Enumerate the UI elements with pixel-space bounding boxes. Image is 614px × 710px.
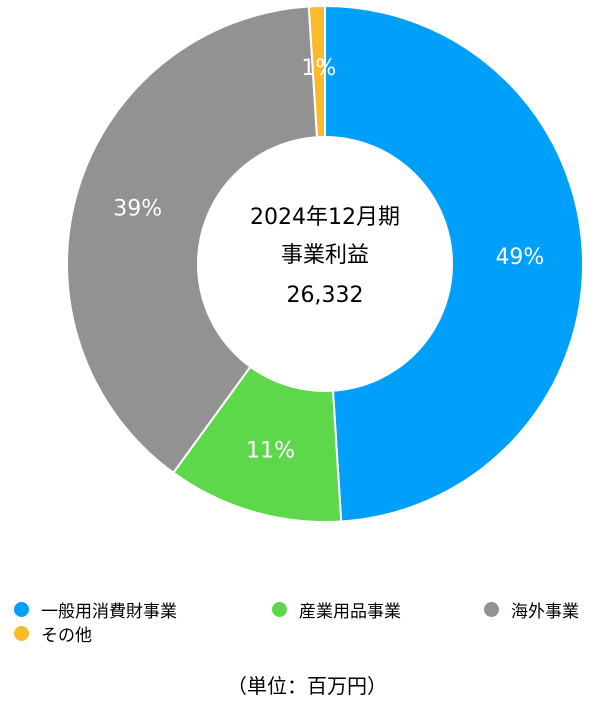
slice-label-other: 1%: [301, 56, 336, 81]
legend-dot-industrial-goods: [272, 601, 287, 617]
donut-chart: 49% 11% 39% 1% 2024年12月期 事業利益 26,332: [66, 4, 584, 523]
center-total: 26,332: [287, 283, 364, 308]
legend-item-overseas: 海外事業: [484, 597, 579, 622]
slice-consumer-goods: [324, 4, 584, 523]
slice-overseas: [66, 5, 327, 475]
slice-label-overseas: 39%: [113, 197, 162, 222]
slice-label-industrial-goods: 11%: [246, 438, 295, 463]
center-period: 2024年12月期: [250, 205, 400, 230]
legend-label-other: その他: [41, 625, 92, 646]
legend: 一般用消費財事業 産業用品事業 海外事業 その他: [14, 597, 610, 647]
legend-dot-overseas: [484, 601, 499, 617]
slice-label-consumer-goods: 49%: [495, 245, 544, 270]
legend-item-industrial-goods: 産業用品事業: [272, 597, 401, 622]
legend-item-other: その他: [14, 621, 92, 646]
center-title: 事業利益: [281, 243, 369, 268]
legend-item-consumer-goods: 一般用消費財事業: [14, 597, 177, 622]
legend-label-consumer-goods: 一般用消費財事業: [41, 601, 177, 622]
legend-label-overseas: 海外事業: [511, 601, 579, 622]
unit-note: （単位：百万円）: [227, 674, 387, 698]
legend-dot-consumer-goods: [14, 601, 29, 617]
donut-hole: [197, 136, 453, 392]
legend-dot-other: [14, 625, 29, 641]
slice-label-group: 49% 11% 39% 1%: [113, 56, 544, 463]
legend-label-industrial-goods: 産業用品事業: [299, 601, 401, 622]
